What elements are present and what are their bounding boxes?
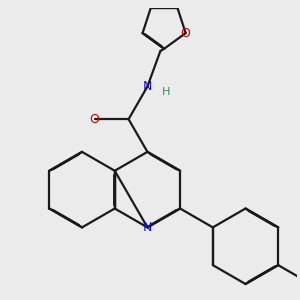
Text: O: O xyxy=(181,27,190,40)
Text: O: O xyxy=(90,113,100,126)
Text: N: N xyxy=(143,80,152,93)
Text: N: N xyxy=(143,221,152,234)
Text: H: H xyxy=(162,87,170,97)
